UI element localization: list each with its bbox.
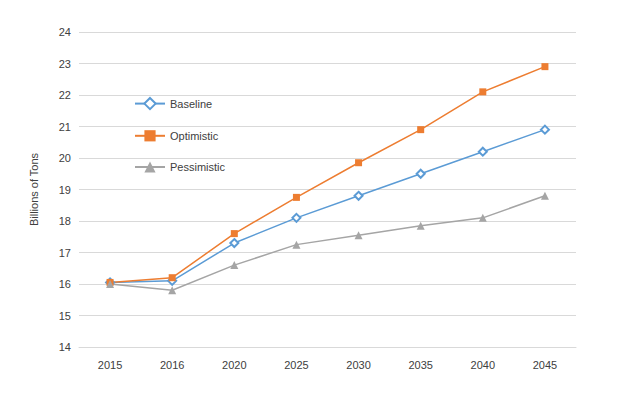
svg-text:Pessimistic: Pessimistic bbox=[170, 161, 226, 173]
svg-text:2015: 2015 bbox=[98, 359, 122, 371]
svg-text:2045: 2045 bbox=[533, 359, 557, 371]
svg-text:2030: 2030 bbox=[346, 359, 370, 371]
svg-text:2016: 2016 bbox=[160, 359, 184, 371]
svg-text:18: 18 bbox=[59, 215, 71, 227]
svg-text:Optimistic: Optimistic bbox=[170, 130, 219, 142]
svg-text:2035: 2035 bbox=[408, 359, 432, 371]
svg-text:15: 15 bbox=[59, 310, 71, 322]
svg-text:19: 19 bbox=[59, 184, 71, 196]
svg-text:21: 21 bbox=[59, 121, 71, 133]
svg-text:16: 16 bbox=[59, 278, 71, 290]
svg-text:22: 22 bbox=[59, 89, 71, 101]
svg-text:14: 14 bbox=[59, 341, 71, 353]
svg-text:Baseline: Baseline bbox=[170, 98, 212, 110]
svg-text:2020: 2020 bbox=[222, 359, 246, 371]
svg-text:23: 23 bbox=[59, 58, 71, 70]
svg-text:Billions of Tons: Billions of Tons bbox=[28, 152, 40, 226]
svg-text:17: 17 bbox=[59, 247, 71, 259]
svg-text:2040: 2040 bbox=[471, 359, 495, 371]
svg-text:2025: 2025 bbox=[284, 359, 308, 371]
svg-text:24: 24 bbox=[59, 26, 71, 38]
svg-text:20: 20 bbox=[59, 152, 71, 164]
